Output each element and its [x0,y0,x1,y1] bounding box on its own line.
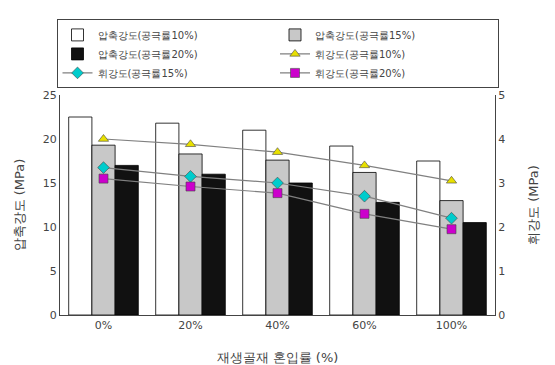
svg-text:0: 0 [498,309,505,322]
svg-text:0: 0 [50,309,57,322]
svg-text:휘강도(공극률20%): 휘강도(공극률20%) [315,68,405,79]
svg-text:15: 15 [43,177,57,190]
svg-text:압축강도 (MPa): 압축강도 (MPa) [12,159,27,252]
svg-text:휘강도 (MPa): 휘강도 (MPa) [526,165,541,245]
svg-text:0%: 0% [95,319,112,332]
svg-text:10: 10 [43,221,57,234]
svg-text:60%: 60% [352,319,376,332]
svg-text:2: 2 [498,221,505,234]
svg-text:압축강도(공극률15%): 압축강도(공극률15%) [315,30,415,41]
svg-text:40%: 40% [265,319,289,332]
svg-text:1: 1 [498,265,505,278]
svg-text:압축강도(공극률20%): 압축강도(공극률20%) [98,49,198,60]
svg-text:3: 3 [498,177,505,190]
svg-text:20: 20 [43,133,57,146]
svg-text:휘강도(공극률15%): 휘강도(공극률15%) [98,68,188,79]
svg-text:20%: 20% [178,319,202,332]
svg-text:100%: 100% [436,319,467,332]
svg-text:재생골재 혼입률 (%): 재생골재 혼입률 (%) [217,350,339,365]
svg-text:25: 25 [43,89,57,102]
svg-text:압축강도(공극률10%): 압축강도(공극률10%) [98,30,198,41]
svg-text:5: 5 [50,265,57,278]
svg-text:4: 4 [498,133,505,146]
svg-text:5: 5 [498,89,505,102]
svg-text:휘강도(공극률10%): 휘강도(공극률10%) [315,49,405,60]
